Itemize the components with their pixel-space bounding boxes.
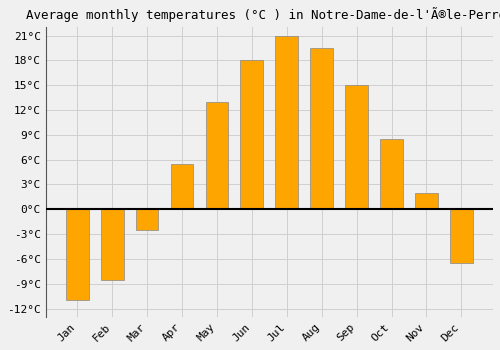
Bar bbox=[101, 209, 124, 280]
Bar bbox=[346, 85, 368, 209]
Bar bbox=[240, 60, 263, 209]
Bar bbox=[276, 35, 298, 209]
Bar bbox=[450, 209, 472, 263]
Bar bbox=[136, 209, 158, 230]
Bar bbox=[206, 102, 229, 209]
Bar bbox=[380, 139, 403, 209]
Bar bbox=[415, 193, 438, 209]
Title: Average monthly temperatures (°C ) in Notre-Dame-de-l'Ã®le-Perrot: Average monthly temperatures (°C ) in No… bbox=[26, 7, 500, 22]
Bar bbox=[170, 164, 194, 209]
Bar bbox=[310, 48, 333, 209]
Bar bbox=[66, 209, 88, 300]
